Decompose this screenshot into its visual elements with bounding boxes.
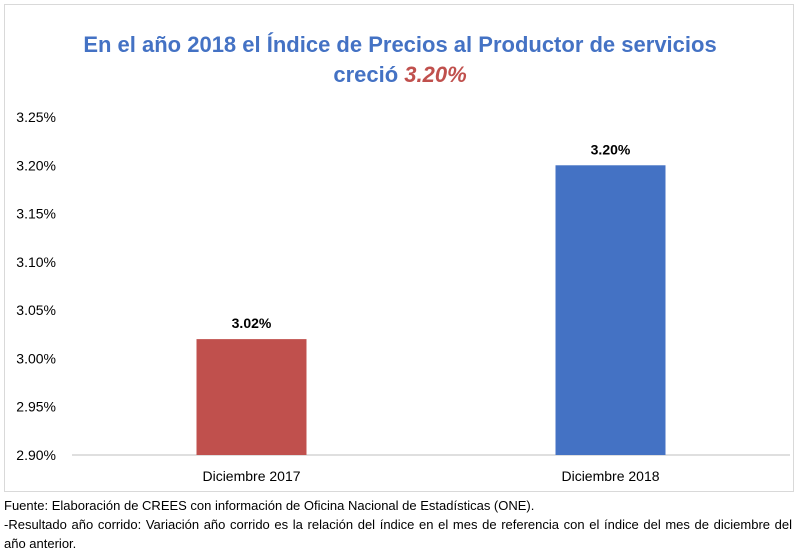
chart-title-prefix: creció <box>333 62 399 87</box>
y-tick-label: 2.90% <box>16 447 56 463</box>
bar-chart: 2.90% 2.95% 3.00% 3.05% 3.10% 3.15% 3.20% 3.25%… <box>16 109 790 484</box>
y-tick-label: 3.05% <box>16 302 56 318</box>
bar <box>555 165 666 456</box>
methodology-note: -Resultado año corrido: Variación año co… <box>4 517 792 551</box>
chart-title-line1: En el año 2018 el Índice de Precios al P… <box>83 32 717 57</box>
y-tick-label: 3.15% <box>16 206 56 222</box>
bar <box>196 339 307 455</box>
data-label: 3.02% <box>232 315 272 331</box>
chart-title-line2: creció 3.20% <box>0 60 800 90</box>
y-tick-label: 3.10% <box>16 254 56 270</box>
y-tick-label: 3.25% <box>16 109 56 125</box>
data-label: 3.20% <box>591 141 631 157</box>
x-tick-label: Diciembre 2017 <box>202 468 300 484</box>
x-tick-label: Diciembre 2018 <box>561 468 659 484</box>
y-tick-label: 3.00% <box>16 350 56 366</box>
y-tick-label: 2.95% <box>16 399 56 415</box>
chart-title: En el año 2018 el Índice de Precios al P… <box>0 30 800 90</box>
y-tick-label: 3.20% <box>16 157 56 173</box>
footnotes: Fuente: Elaboración de CREES con informa… <box>4 496 792 553</box>
source-note: Fuente: Elaboración de CREES con informa… <box>4 498 535 513</box>
chart-title-highlight: 3.20% <box>404 62 467 87</box>
